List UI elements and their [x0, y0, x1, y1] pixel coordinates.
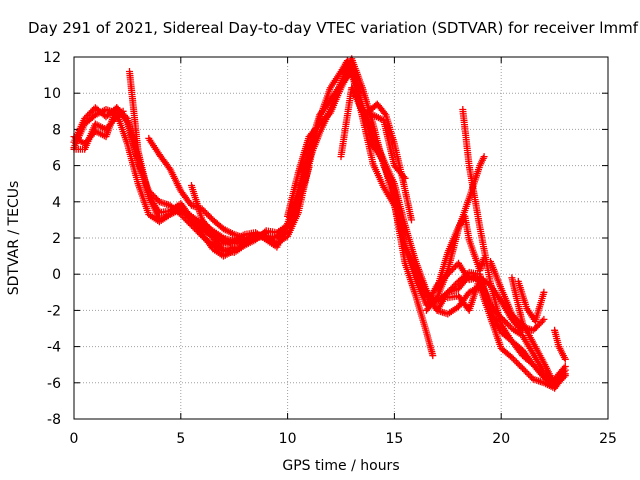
series-19-markers	[508, 274, 559, 389]
x-tick-label: 20	[492, 431, 510, 447]
y-tick-label: 4	[52, 195, 61, 211]
x-tick-label: 15	[385, 431, 403, 447]
plot-frame	[73, 56, 609, 420]
y-tick-label: 6	[52, 159, 61, 175]
series-6-markers	[145, 134, 292, 242]
x-tick-label: 25	[599, 431, 617, 447]
x-tick-label: 0	[70, 431, 79, 447]
series-12	[365, 100, 415, 224]
x-tick-label: 5	[176, 431, 185, 447]
y-tick-label: 0	[52, 267, 61, 283]
y-axis-label: SDTVAR / TECUs	[6, 181, 22, 296]
y-tick-label: 10	[43, 86, 61, 102]
series-15	[433, 212, 488, 293]
series-17-markers	[444, 274, 484, 314]
series-16-markers	[459, 106, 569, 383]
series-16	[459, 106, 569, 383]
series-11-markers	[337, 84, 409, 182]
series-17	[444, 274, 484, 314]
chart-title: Day 291 of 2021, Sidereal Day-to-day VTE…	[28, 19, 639, 37]
y-tick-label: 2	[52, 231, 61, 247]
series-12-markers	[365, 100, 415, 224]
series-20	[514, 277, 548, 325]
y-tick-label: -2	[47, 303, 61, 319]
series-6	[145, 134, 292, 242]
x-tick-label: 10	[279, 431, 297, 447]
x-axis-label: GPS time / hours	[282, 458, 399, 474]
y-tick-label: 12	[43, 50, 61, 66]
grid	[74, 57, 608, 419]
series-21	[551, 326, 569, 363]
data-points	[70, 55, 569, 392]
series-11	[337, 84, 409, 182]
series-15-markers	[433, 212, 488, 293]
y-tick-label: -8	[47, 412, 61, 428]
y-tick-label: -6	[47, 376, 61, 392]
series-20-markers	[514, 277, 548, 325]
axis-ticks: 0 5 10 15 20 25 -8 -6 -4 -2 0 2 4 6 8 10 12	[43, 50, 617, 447]
series-19	[508, 274, 559, 389]
y-tick-label: 8	[52, 122, 61, 138]
y-tick-label: -4	[47, 340, 61, 356]
series-21-markers	[551, 326, 569, 363]
